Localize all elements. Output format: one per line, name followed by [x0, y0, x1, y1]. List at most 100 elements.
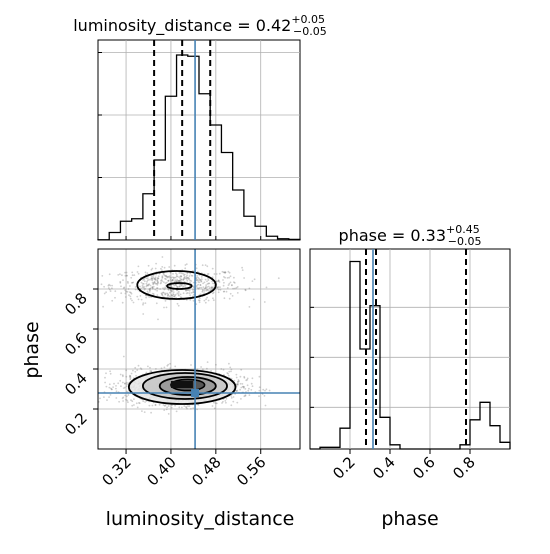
joint-sample-point	[212, 286, 215, 289]
joint-sample-point	[223, 290, 226, 293]
joint-sample-point	[151, 292, 154, 295]
joint-sample-point	[156, 284, 159, 286]
joint-sample-point	[203, 299, 206, 302]
joint-upper-contour-inner	[166, 282, 193, 290]
joint-sample-point	[156, 277, 159, 279]
joint-sample-point	[129, 285, 131, 287]
joint-sample-point	[248, 287, 251, 290]
joint-sample-point	[145, 282, 148, 285]
joint-sample-point	[114, 296, 116, 299]
joint-sample-point	[114, 290, 117, 293]
joint-sample-point	[247, 389, 250, 392]
joint-sample-point	[200, 276, 203, 278]
joint-sample-point	[186, 292, 189, 294]
joint-sample-point	[236, 384, 239, 386]
joint-sample-point	[204, 287, 207, 289]
joint-sample-point	[146, 284, 149, 286]
joint-sample-point	[158, 403, 161, 406]
joint-sample-point	[199, 278, 202, 281]
joint-sample-point	[144, 302, 147, 304]
joint-sample-point	[235, 286, 238, 289]
joint-xlabel: luminosity_distance	[106, 508, 295, 530]
joint-sample-point	[167, 279, 170, 282]
joint-sample-point	[182, 278, 185, 281]
joint-sample-point	[183, 276, 186, 279]
joint-sample-point	[142, 303, 144, 306]
joint-ylabel: phase	[21, 321, 43, 378]
joint-sample-point	[207, 279, 210, 281]
joint-sample-point	[217, 279, 220, 282]
joint-sample-point	[145, 277, 148, 280]
joint-sample-point	[174, 276, 177, 279]
joint-sample-point	[182, 286, 184, 288]
joint-sample-point	[172, 273, 174, 275]
joint-sample-point	[138, 402, 141, 405]
joint-sample-point	[258, 386, 261, 389]
ld-marginal-marks	[153, 40, 212, 240]
joint-sample-point	[143, 278, 146, 281]
joint-sample-point	[137, 298, 140, 301]
joint-sample-point	[109, 394, 112, 396]
joint-sample-point	[125, 398, 127, 401]
phase-marginal-panel: 0.2 0.4 0.6 0.8 phase = 0.33+0.45 −0.05 phas…	[309, 223, 511, 530]
joint-sample-point	[232, 400, 235, 403]
joint-sample-point	[183, 405, 186, 407]
ld-marginal-histogram	[97, 54, 301, 241]
joint-sample-point	[149, 284, 152, 287]
joint-sample-point	[191, 275, 194, 277]
joint-sample-point	[161, 280, 164, 282]
joint-sample-point	[146, 279, 149, 282]
ld-marginal-title: luminosity_distance = 0.42+0.05 −0.05	[73, 13, 327, 38]
joint-sample-point	[204, 286, 207, 288]
joint-sample-point	[149, 370, 152, 372]
joint-sample-point	[198, 301, 201, 304]
joint-sample-point	[239, 375, 242, 378]
joint-sample-point	[207, 273, 210, 275]
joint-sample-point	[229, 292, 232, 295]
joint-sample-point	[206, 283, 209, 285]
joint-sample-point	[154, 288, 157, 291]
joint-sample-point	[212, 291, 215, 294]
joint-sample-point	[119, 379, 122, 382]
joint-sample-point	[155, 282, 158, 285]
joint-sample-point	[134, 288, 137, 291]
joint-sample-point	[244, 388, 247, 390]
joint-sample-point	[231, 284, 233, 287]
joint-sample-point	[157, 277, 160, 280]
joint-sample-point	[200, 286, 203, 289]
joint-sample-point	[165, 275, 168, 278]
joint-sample-point	[103, 396, 105, 398]
joint-sample-point	[244, 289, 247, 292]
joint-sample-point	[148, 296, 151, 298]
joint-sample-point	[178, 276, 181, 278]
joint-sample-point	[200, 280, 203, 282]
joint-sample-point	[216, 286, 219, 289]
joint-sample-point	[171, 294, 174, 297]
joint-sample-point	[167, 275, 170, 278]
joint-sample-point	[181, 283, 184, 286]
joint-sample-point	[152, 274, 155, 277]
joint-sample-point	[161, 294, 164, 297]
joint-sample-point	[197, 287, 200, 290]
joint-sample-point	[163, 409, 166, 411]
joint-sample-point	[122, 381, 124, 384]
joint-sample-point	[142, 279, 145, 281]
joint-sample-point	[195, 286, 198, 288]
joint-sample-point	[152, 283, 155, 286]
joint-sample-point	[196, 278, 199, 281]
joint-sample-point	[248, 387, 250, 390]
joint-sample-point	[182, 292, 185, 295]
joint-sample-point	[251, 385, 254, 388]
joint-sample-point	[153, 277, 156, 280]
joint-sample-point	[156, 279, 159, 282]
joint-sample-point	[177, 280, 180, 282]
joint-sample-point	[190, 291, 193, 294]
joint-sample-point	[109, 290, 112, 292]
joint-sample-point	[175, 284, 178, 286]
joint-sample-point	[145, 285, 148, 288]
joint-sample-point	[176, 278, 179, 281]
joint-sample-point	[236, 389, 239, 392]
joint-sample-point	[120, 285, 122, 288]
joint-sample-point	[195, 279, 198, 282]
joint-sample-point	[172, 277, 175, 280]
